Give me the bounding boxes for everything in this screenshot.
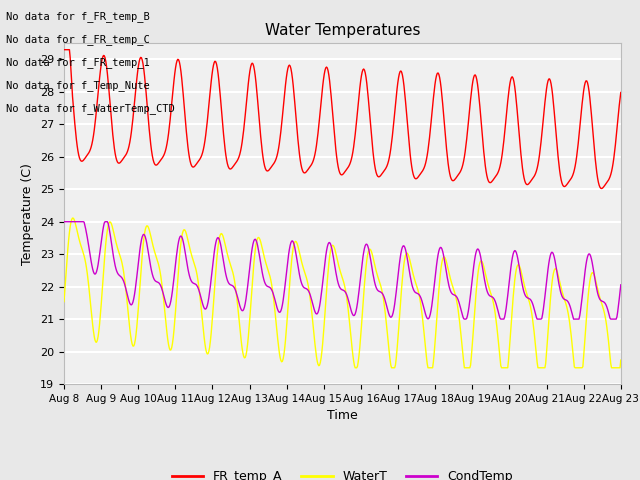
Y-axis label: Temperature (C): Temperature (C) — [22, 163, 35, 264]
Text: No data for f_WaterTemp_CTD: No data for f_WaterTemp_CTD — [6, 103, 175, 114]
Text: No data for f_FR_temp_C: No data for f_FR_temp_C — [6, 34, 150, 45]
Text: No data for f_FR_temp_B: No data for f_FR_temp_B — [6, 11, 150, 22]
Text: No data for f_Temp_Nute: No data for f_Temp_Nute — [6, 80, 150, 91]
X-axis label: Time: Time — [327, 409, 358, 422]
Text: No data for f_FR_temp_1: No data for f_FR_temp_1 — [6, 57, 150, 68]
Legend: FR_temp_A, WaterT, CondTemp: FR_temp_A, WaterT, CondTemp — [167, 465, 518, 480]
Title: Water Temperatures: Water Temperatures — [265, 23, 420, 38]
